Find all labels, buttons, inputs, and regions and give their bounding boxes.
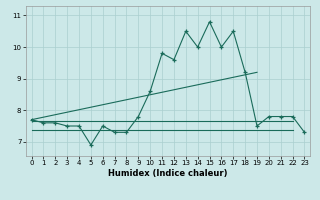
X-axis label: Humidex (Indice chaleur): Humidex (Indice chaleur) bbox=[108, 169, 228, 178]
